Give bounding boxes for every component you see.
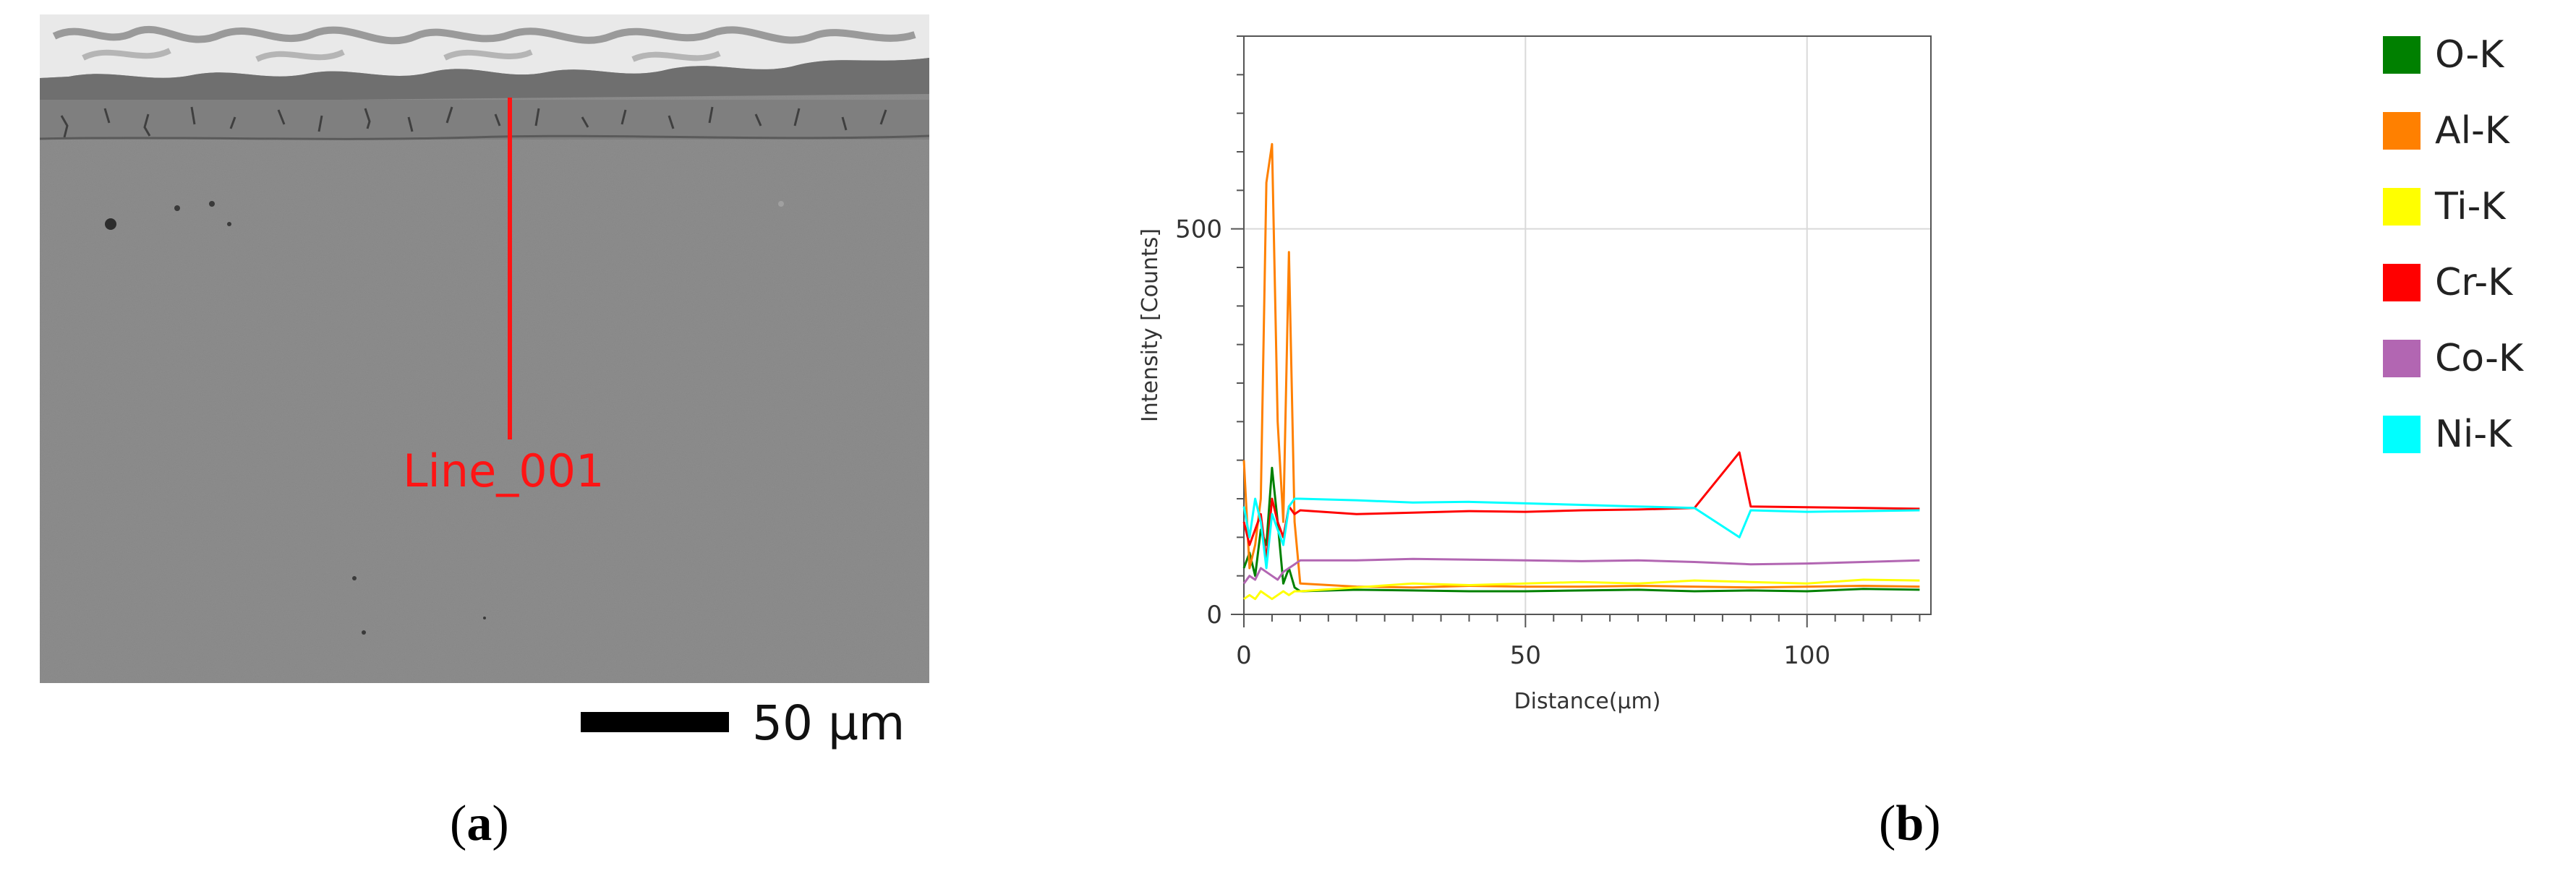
x-tick-label: 0 [1236,641,1252,670]
series-line-ni-k [1242,497,1920,570]
series-lines [1242,142,1920,601]
series-line-al-k [1242,142,1920,589]
legend-swatch [2383,112,2421,150]
scale-bar [581,712,729,732]
y-tick-label: 500 [1175,215,1222,244]
plot-background [1244,36,1931,614]
caption-a: (a) [450,796,509,851]
legend-label: Al-K [2435,109,2509,153]
legend-swatch [2383,416,2421,453]
caption-b-letter: b [1895,796,1924,851]
legend-swatch [2383,340,2421,377]
legend-swatch [2383,264,2421,301]
series-line-co-k [1242,557,1920,585]
line-scan-chart: 0 50 100 0 500 Distance(µm) Intensity [Count… [1138,35,1932,714]
sem-micrograph: Line_001 [40,14,929,683]
plot-area [1244,36,1931,614]
series-line-ti-k [1243,578,1920,601]
x-axis-title: Distance(µm) [1514,689,1661,714]
x-tick-label: 100 [1783,641,1830,670]
sem-image [40,14,929,683]
y-tick-label: 0 [1206,601,1222,630]
scale-bar-label: 50 µm [752,695,905,751]
legend-label: O-K [2435,33,2504,77]
legend-label: Ti-K [2435,185,2506,228]
axes: 0 50 100 0 500 [1175,35,1932,670]
plot-frame [1243,35,1932,615]
legend-label: Ni-K [2435,413,2512,456]
legend-label: Cr-K [2435,261,2513,304]
x-tick-label: 50 [1510,641,1541,670]
legend-swatch [2383,36,2421,74]
line-scan-label: Line_001 [403,445,605,497]
legend-swatch [2383,188,2421,226]
y-axis-title: Intensity [Counts] [1138,228,1163,422]
caption-a-letter: a [466,796,492,851]
legend-label: Co-K [2435,337,2523,380]
caption-b: (b) [1879,796,1941,851]
